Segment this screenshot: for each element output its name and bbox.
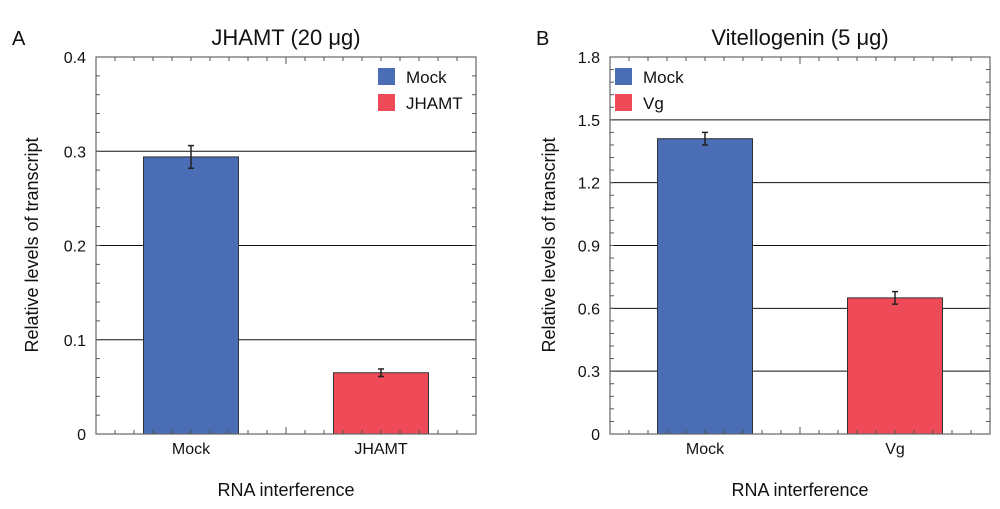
legend-item: Vg bbox=[615, 94, 664, 113]
x-tick-label: Vg bbox=[885, 441, 905, 458]
y-ticks: 0 0.3 0.6 0.9 1.2 1.5 1.8 bbox=[578, 50, 600, 444]
y-tick-label: 0.4 bbox=[64, 50, 86, 67]
y-ticks: 0 0.1 0.2 0.3 0.4 bbox=[64, 50, 86, 444]
y-tick-label: 0.6 bbox=[578, 301, 600, 318]
x-tick-labels: Mock JHAMT bbox=[172, 441, 408, 458]
legend-label: Vg bbox=[643, 94, 664, 113]
x-tick-labels: Mock Vg bbox=[686, 441, 905, 458]
y-tick-label: 0.3 bbox=[578, 364, 600, 381]
error-bar bbox=[702, 131, 708, 146]
bar-mock bbox=[143, 156, 239, 435]
y-axis-label: Relative levels of transcript bbox=[22, 137, 42, 352]
legend-swatch bbox=[378, 68, 395, 85]
chart-title: JHAMT (20 μg) bbox=[211, 25, 360, 50]
legend-item: JHAMT bbox=[378, 94, 463, 113]
y-tick-label: 0.3 bbox=[64, 144, 86, 161]
y-tick-label: 0.9 bbox=[578, 239, 600, 256]
legend-swatch bbox=[615, 68, 632, 85]
y-tick-label: 1.5 bbox=[578, 113, 600, 130]
axes-frame bbox=[609, 56, 991, 435]
panel-b: B Vitellogenin (5 μg) Relative levels of… bbox=[536, 25, 991, 500]
error-bar bbox=[188, 144, 194, 169]
y-tick-label: 0.1 bbox=[64, 333, 86, 350]
bars bbox=[657, 131, 943, 435]
panel-a: A JHAMT (20 μg) Relative levels of trans… bbox=[12, 25, 477, 500]
axes-frame bbox=[95, 56, 477, 435]
panel-label: B bbox=[536, 28, 549, 50]
y-tick-label: 0 bbox=[591, 427, 600, 444]
panel-label: A bbox=[12, 28, 26, 50]
legend-label: JHAMT bbox=[406, 94, 463, 113]
y-tick-label: 0 bbox=[77, 427, 86, 444]
x-tick-label: JHAMT bbox=[354, 441, 408, 458]
legend-item: Mock bbox=[378, 68, 447, 87]
x-tick-label: Mock bbox=[172, 441, 211, 458]
legend-label: Mock bbox=[643, 68, 684, 87]
error-bar bbox=[378, 368, 384, 378]
y-tick-label: 1.2 bbox=[578, 176, 600, 193]
x-axis-label: RNA interference bbox=[217, 480, 354, 500]
y-axis-label: Relative levels of transcript bbox=[539, 137, 559, 352]
x-axis-label: RNA interference bbox=[731, 480, 868, 500]
bar-jhamt bbox=[333, 372, 429, 435]
bar-mock bbox=[657, 138, 753, 435]
legend-swatch bbox=[615, 94, 632, 111]
x-tick-label: Mock bbox=[686, 441, 725, 458]
bars bbox=[143, 144, 429, 435]
legend: Mock JHAMT bbox=[378, 68, 463, 113]
legend-item: Mock bbox=[615, 68, 684, 87]
chart-title: Vitellogenin (5 μg) bbox=[711, 25, 888, 50]
legend-label: Mock bbox=[406, 68, 447, 87]
error-bar bbox=[892, 290, 898, 305]
y-tick-label: 1.8 bbox=[578, 50, 600, 67]
y-tick-label: 0.2 bbox=[64, 239, 86, 256]
legend: Mock Vg bbox=[615, 68, 684, 113]
legend-swatch bbox=[378, 94, 395, 111]
bar-vg bbox=[847, 297, 943, 435]
